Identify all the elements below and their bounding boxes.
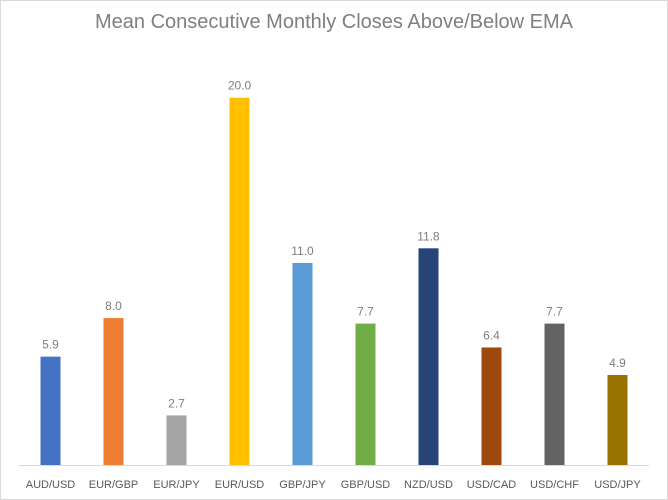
chart-title: Mean Consecutive Monthly Closes Above/Be… [94,11,573,33]
bar-eur-jpy [166,415,187,465]
data-label-usd-jpy: 4.9 [609,356,626,370]
x-tick-label-usd-cad: USD/CAD [467,479,517,491]
bars-group [40,97,628,466]
data-label-eur-gbp: 8.0 [105,299,122,313]
bar-nzd-usd [418,248,439,465]
x-tick-label-usd-jpy: USD/JPY [594,479,641,491]
data-label-aud-usd: 5.9 [42,338,59,352]
x-tick-label-nzd-usd: NZD/USD [404,479,453,491]
bar-eur-usd [229,97,250,466]
bar-usd-cad [481,347,502,465]
x-tick-label-gbp-usd: GBP/USD [341,479,391,491]
x-tick-label-usd-chf: USD/CHF [530,479,579,491]
data-label-usd-cad: 6.4 [483,328,500,342]
bar-eur-gbp [103,318,124,465]
data-labels-group: 5.9 8.0 2.7 20.0 11.0 7.7 11.8 6.4 7.7 4.9 [42,79,626,411]
data-label-eur-usd: 20.0 [228,79,252,93]
x-tick-label-eur-jpy: EUR/JPY [153,479,200,491]
data-label-gbp-jpy: 11.0 [291,244,314,258]
x-tick-label-aud-usd: AUD/USD [26,479,76,491]
x-tick-label-eur-usd: EUR/USD [215,479,265,491]
data-label-gbp-usd: 7.7 [357,305,374,319]
x-tick-labels-group: AUD/USD EUR/GBP EUR/JPY EUR/USD GBP/JPY GBP/U… [26,479,642,491]
bar-gbp-jpy [292,263,313,465]
data-label-eur-jpy: 2.7 [168,396,185,410]
data-label-nzd-usd: 11.8 [417,229,440,243]
bar-usd-chf [544,323,565,465]
bar-gbp-usd [355,323,376,465]
bar-aud-usd [40,356,61,465]
bar-usd-jpy [607,375,628,465]
data-label-usd-chf: 7.7 [546,305,563,319]
x-tick-label-eur-gbp: EUR/GBP [89,479,139,491]
x-tick-label-gbp-jpy: GBP/JPY [279,479,326,491]
